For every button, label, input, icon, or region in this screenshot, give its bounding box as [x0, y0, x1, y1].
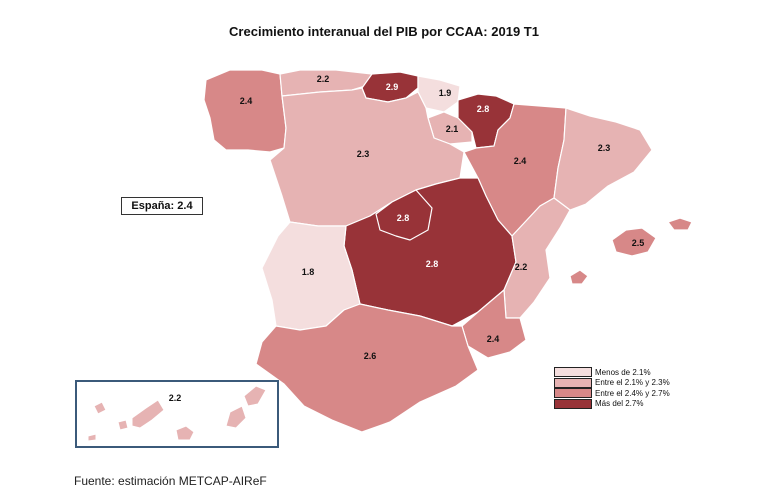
legend-swatch: [554, 367, 592, 377]
region-value-label: 2.1: [446, 124, 459, 134]
legend-swatch: [554, 398, 592, 409]
region-baleares-menorca[interactable]: [667, 217, 693, 231]
legend-swatch: [554, 388, 592, 398]
legend-item: Menos de 2.1%: [554, 367, 670, 377]
region-value-label: 1.8: [302, 267, 315, 277]
region-valencia[interactable]: [503, 197, 571, 319]
region-value-label: 2.8: [477, 104, 490, 114]
region-value-label: 2.4: [487, 334, 500, 344]
region-value-label: 2.8: [397, 213, 410, 223]
map-title: Crecimiento interanual del PIB por CCAA:…: [229, 24, 539, 39]
region-value-label: 2.4: [240, 96, 253, 106]
region-galicia[interactable]: [203, 69, 287, 153]
source-note: Fuente: estimación METCAP-AIReF: [74, 474, 267, 488]
region-baleares-ibiza[interactable]: [569, 269, 589, 285]
region-andalucia[interactable]: [255, 303, 479, 433]
region-value-label: 2.8: [426, 259, 439, 269]
legend-swatch: [554, 377, 592, 388]
region-value-label: 2.9: [386, 82, 399, 92]
region-value-label: 2.5: [632, 238, 645, 248]
region-baleares[interactable]: [611, 227, 657, 257]
region-value-label: 1.9: [439, 88, 452, 98]
region-canarias[interactable]: [87, 385, 267, 442]
spain-total-box: España: 2.4: [121, 197, 203, 215]
legend-item: Más del 2.7%: [554, 398, 670, 409]
region-value-label: 2.4: [514, 156, 527, 166]
legend-label: Entre el 2.4% y 2.7%: [595, 388, 670, 398]
region-castilla-leon[interactable]: [269, 87, 465, 227]
region-value-label: 2.3: [598, 143, 611, 153]
legend-item: Entre el 2.4% y 2.7%: [554, 388, 670, 398]
region-value-label: 2.2: [317, 74, 330, 84]
legend-label: Entre el 2.1% y 2.3%: [595, 378, 670, 387]
region-value-label: 2.2: [169, 393, 182, 403]
legend-label: Menos de 2.1%: [595, 367, 651, 377]
legend: Menos de 2.1% Entre el 2.1% y 2.3% Entre…: [554, 367, 670, 409]
region-cataluna[interactable]: [553, 107, 653, 211]
region-value-label: 2.6: [364, 351, 377, 361]
region-madrid[interactable]: [375, 189, 433, 241]
legend-item: Entre el 2.1% y 2.3%: [554, 377, 670, 388]
region-value-label: 2.3: [357, 149, 370, 159]
region-value-label: 2.2: [515, 262, 528, 272]
legend-label: Más del 2.7%: [595, 399, 644, 408]
